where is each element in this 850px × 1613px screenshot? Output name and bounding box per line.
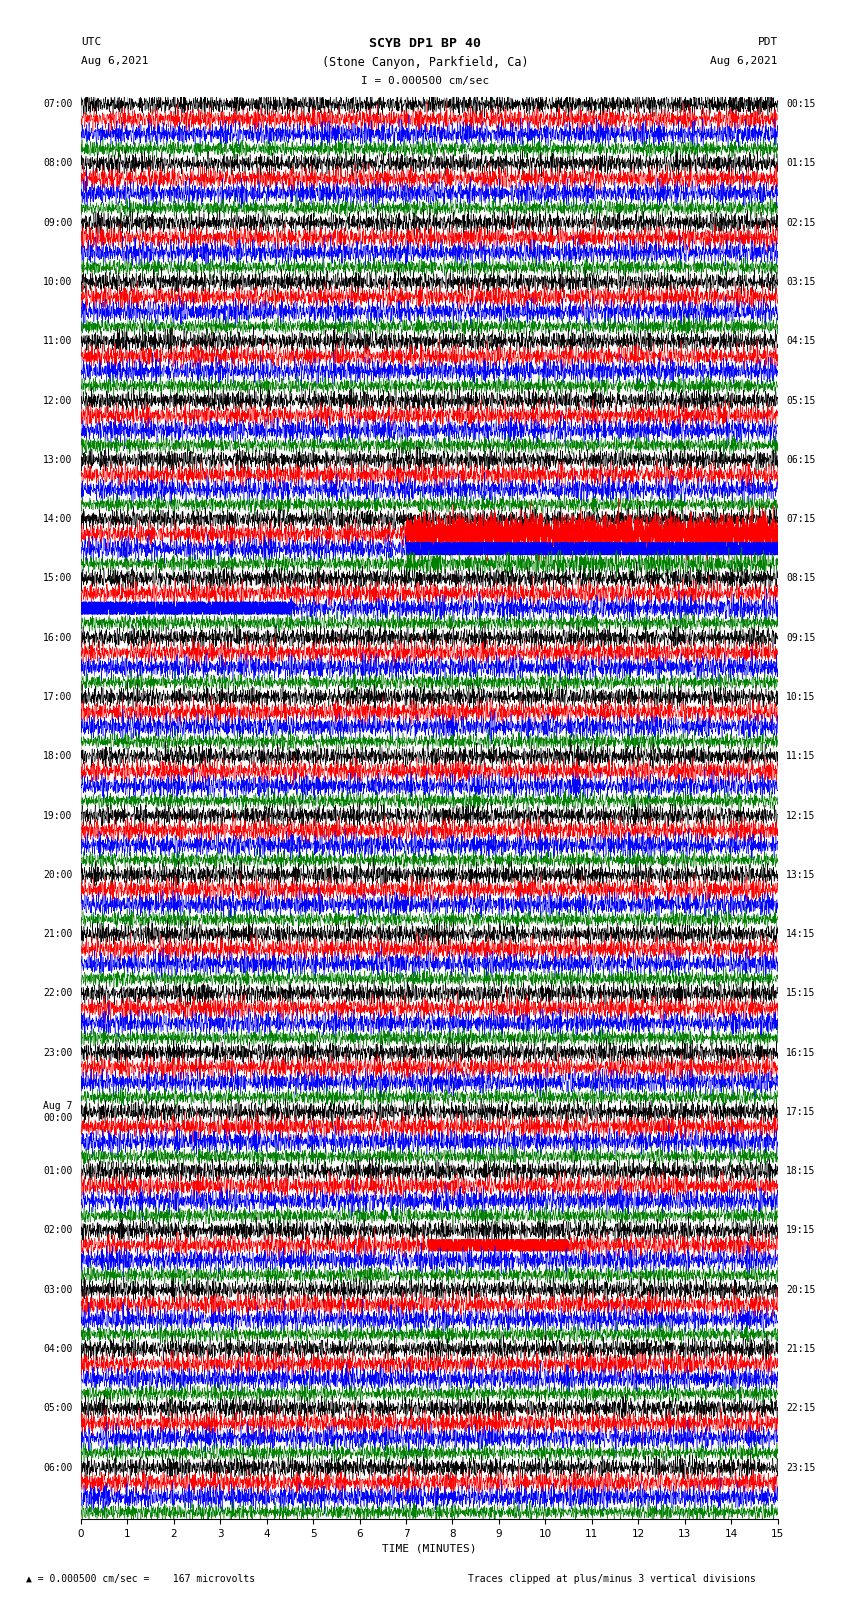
Text: I = 0.000500 cm/sec: I = 0.000500 cm/sec <box>361 76 489 85</box>
Text: 04:15: 04:15 <box>786 336 815 347</box>
Text: 14:00: 14:00 <box>43 515 72 524</box>
Text: 08:00: 08:00 <box>43 158 72 168</box>
Text: 09:00: 09:00 <box>43 218 72 227</box>
Text: 22:15: 22:15 <box>786 1403 815 1413</box>
Text: 13:00: 13:00 <box>43 455 72 465</box>
Text: 19:15: 19:15 <box>786 1226 815 1236</box>
Text: 08:15: 08:15 <box>786 573 815 584</box>
Text: 02:00: 02:00 <box>43 1226 72 1236</box>
Text: 10:00: 10:00 <box>43 277 72 287</box>
Text: 06:15: 06:15 <box>786 455 815 465</box>
Text: 21:00: 21:00 <box>43 929 72 939</box>
Text: 23:15: 23:15 <box>786 1463 815 1473</box>
Text: 21:15: 21:15 <box>786 1344 815 1353</box>
Text: 03:00: 03:00 <box>43 1284 72 1295</box>
Text: 18:15: 18:15 <box>786 1166 815 1176</box>
Text: 13:15: 13:15 <box>786 869 815 879</box>
Text: 07:00: 07:00 <box>43 98 72 110</box>
Text: ▲ = 0.000500 cm/sec =    167 microvolts: ▲ = 0.000500 cm/sec = 167 microvolts <box>26 1574 255 1584</box>
Text: 07:15: 07:15 <box>786 515 815 524</box>
Text: Traces clipped at plus/minus 3 vertical divisions: Traces clipped at plus/minus 3 vertical … <box>468 1574 756 1584</box>
Text: 05:15: 05:15 <box>786 395 815 405</box>
Text: 01:15: 01:15 <box>786 158 815 168</box>
Text: 00:15: 00:15 <box>786 98 815 110</box>
Text: 05:00: 05:00 <box>43 1403 72 1413</box>
Text: 01:00: 01:00 <box>43 1166 72 1176</box>
Text: Aug 7
00:00: Aug 7 00:00 <box>43 1102 72 1123</box>
Text: 12:15: 12:15 <box>786 810 815 821</box>
Text: PDT: PDT <box>757 37 778 47</box>
Text: 22:00: 22:00 <box>43 989 72 998</box>
Text: 11:15: 11:15 <box>786 752 815 761</box>
Text: 12:00: 12:00 <box>43 395 72 405</box>
Text: 19:00: 19:00 <box>43 810 72 821</box>
Text: 10:15: 10:15 <box>786 692 815 702</box>
Text: (Stone Canyon, Parkfield, Ca): (Stone Canyon, Parkfield, Ca) <box>321 56 529 69</box>
Text: 15:00: 15:00 <box>43 573 72 584</box>
Text: 23:00: 23:00 <box>43 1047 72 1058</box>
Text: 20:15: 20:15 <box>786 1284 815 1295</box>
Text: SCYB DP1 BP 40: SCYB DP1 BP 40 <box>369 37 481 50</box>
Text: 09:15: 09:15 <box>786 632 815 642</box>
Text: 16:00: 16:00 <box>43 632 72 642</box>
Text: 11:00: 11:00 <box>43 336 72 347</box>
X-axis label: TIME (MINUTES): TIME (MINUTES) <box>382 1544 477 1553</box>
Text: 04:00: 04:00 <box>43 1344 72 1353</box>
Text: UTC: UTC <box>81 37 101 47</box>
Text: Aug 6,2021: Aug 6,2021 <box>81 56 148 66</box>
Text: 02:15: 02:15 <box>786 218 815 227</box>
Text: 17:15: 17:15 <box>786 1107 815 1116</box>
Text: 20:00: 20:00 <box>43 869 72 879</box>
Text: Aug 6,2021: Aug 6,2021 <box>711 56 778 66</box>
Text: 06:00: 06:00 <box>43 1463 72 1473</box>
Text: 16:15: 16:15 <box>786 1047 815 1058</box>
Text: 15:15: 15:15 <box>786 989 815 998</box>
Text: 03:15: 03:15 <box>786 277 815 287</box>
Text: 18:00: 18:00 <box>43 752 72 761</box>
Text: 17:00: 17:00 <box>43 692 72 702</box>
Text: 14:15: 14:15 <box>786 929 815 939</box>
